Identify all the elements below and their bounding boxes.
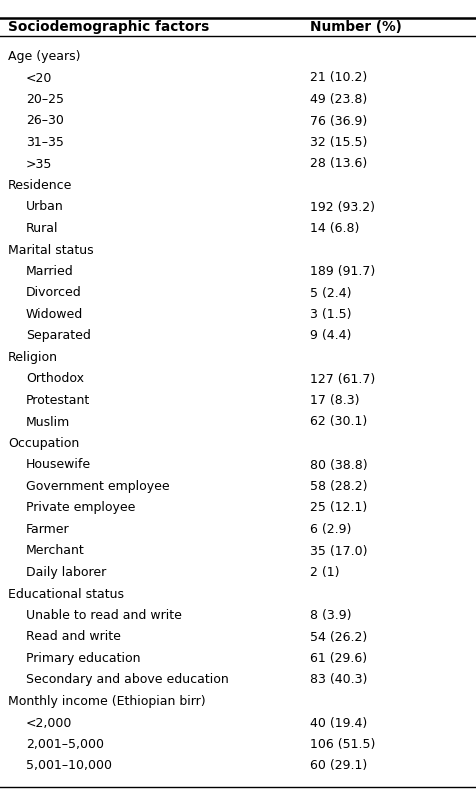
Text: 14 (6.8): 14 (6.8) [310,222,359,235]
Text: Muslim: Muslim [26,416,70,428]
Text: 54 (26.2): 54 (26.2) [310,630,367,644]
Text: Divorced: Divorced [26,287,82,299]
Text: Secondary and above education: Secondary and above education [26,674,229,687]
Text: 26–30: 26–30 [26,115,64,127]
Text: 62 (30.1): 62 (30.1) [310,416,367,428]
Text: 189 (91.7): 189 (91.7) [310,265,375,278]
Text: Religion: Religion [8,351,58,364]
Text: 21 (10.2): 21 (10.2) [310,72,367,85]
Text: Married: Married [26,265,74,278]
Text: 2,001–5,000: 2,001–5,000 [26,738,104,751]
Text: Monthly income (Ethiopian birr): Monthly income (Ethiopian birr) [8,695,206,708]
Text: 83 (40.3): 83 (40.3) [310,674,367,687]
Text: 8 (3.9): 8 (3.9) [310,609,351,622]
Text: 32 (15.5): 32 (15.5) [310,136,367,149]
Text: 25 (12.1): 25 (12.1) [310,502,367,514]
Text: 17 (8.3): 17 (8.3) [310,394,359,407]
Text: <20: <20 [26,72,52,85]
Text: Orthodox: Orthodox [26,373,84,386]
Text: Government employee: Government employee [26,480,169,493]
Text: 20–25: 20–25 [26,93,64,106]
Text: 106 (51.5): 106 (51.5) [310,738,376,751]
Text: 58 (28.2): 58 (28.2) [310,480,367,493]
Text: 60 (29.1): 60 (29.1) [310,759,367,773]
Text: Separated: Separated [26,329,91,343]
Text: 127 (61.7): 127 (61.7) [310,373,375,386]
Text: Rural: Rural [26,222,59,235]
Text: Widowed: Widowed [26,308,83,321]
Text: 80 (38.8): 80 (38.8) [310,458,367,472]
Text: 31–35: 31–35 [26,136,64,149]
Text: 5 (2.4): 5 (2.4) [310,287,351,299]
Text: Unable to read and write: Unable to read and write [26,609,182,622]
Text: Daily laborer: Daily laborer [26,566,106,579]
Text: Number (%): Number (%) [310,20,402,34]
Text: 9 (4.4): 9 (4.4) [310,329,351,343]
Text: 3 (1.5): 3 (1.5) [310,308,351,321]
Text: Protestant: Protestant [26,394,90,407]
Text: Age (years): Age (years) [8,50,80,63]
Text: Occupation: Occupation [8,437,79,450]
Text: Merchant: Merchant [26,544,85,558]
Text: Farmer: Farmer [26,523,69,536]
Text: Sociodemographic factors: Sociodemographic factors [8,20,209,34]
Text: 192 (93.2): 192 (93.2) [310,201,375,213]
Text: 28 (13.6): 28 (13.6) [310,157,367,171]
Text: Urban: Urban [26,201,64,213]
Text: 49 (23.8): 49 (23.8) [310,93,367,106]
Text: Primary education: Primary education [26,652,140,665]
Text: 61 (29.6): 61 (29.6) [310,652,367,665]
Text: Housewife: Housewife [26,458,91,472]
Text: Educational status: Educational status [8,588,124,600]
Text: 2 (1): 2 (1) [310,566,339,579]
Text: 35 (17.0): 35 (17.0) [310,544,367,558]
Text: Private employee: Private employee [26,502,135,514]
Text: Residence: Residence [8,179,72,192]
Text: Marital status: Marital status [8,243,94,257]
Text: 40 (19.4): 40 (19.4) [310,717,367,729]
Text: >35: >35 [26,157,52,171]
Text: 76 (36.9): 76 (36.9) [310,115,367,127]
Text: <2,000: <2,000 [26,717,72,729]
Text: 6 (2.9): 6 (2.9) [310,523,351,536]
Text: Read and write: Read and write [26,630,121,644]
Text: 5,001–10,000: 5,001–10,000 [26,759,112,773]
